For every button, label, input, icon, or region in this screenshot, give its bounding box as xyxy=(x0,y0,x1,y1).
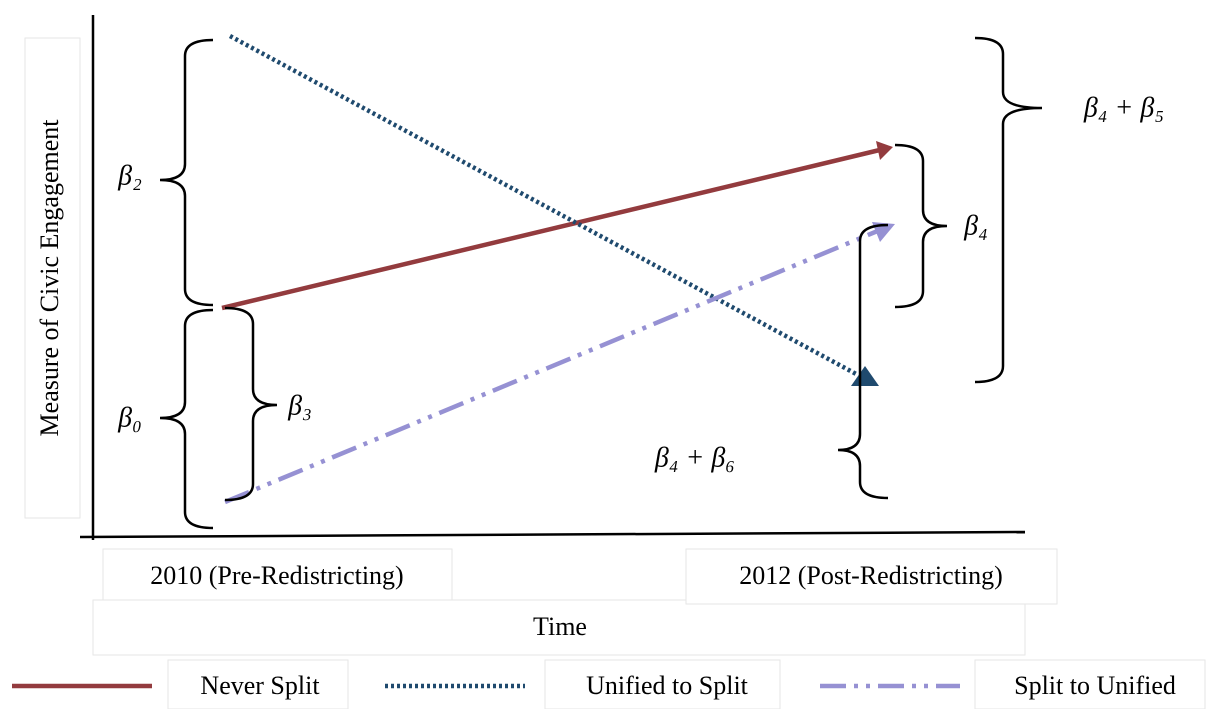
x-label: 2012 (Post-Redistricting) xyxy=(739,561,1003,590)
brace-label: β₂ xyxy=(117,160,142,191)
x-title: Time xyxy=(533,612,587,641)
legend-label: Never Split xyxy=(200,671,320,700)
brace-label: β₄ + β₅ xyxy=(1083,92,1164,123)
x-label: 2010 (Pre-Redistricting) xyxy=(150,561,403,590)
y-axis-label: Measure of Civic Engagement xyxy=(35,119,64,437)
arrowhead xyxy=(872,222,895,242)
split-to-unified-line xyxy=(224,227,881,505)
x-label-box xyxy=(685,548,1058,605)
legend-label: Unified to Split xyxy=(586,671,749,700)
brace-label: β₄ xyxy=(963,210,988,241)
x-title-box xyxy=(92,599,1026,656)
x-axis xyxy=(79,530,1026,539)
legend-box xyxy=(167,659,349,709)
brace-label: β₀ xyxy=(117,402,142,433)
legend-box xyxy=(974,659,1206,709)
legend-box xyxy=(544,659,781,709)
never-split-line xyxy=(221,145,890,311)
brace xyxy=(159,308,214,530)
arrowhead xyxy=(851,366,879,386)
brace xyxy=(837,223,889,500)
brace xyxy=(894,143,948,309)
brace-label: β₄ + β₆ xyxy=(654,442,735,473)
y-label-box xyxy=(24,37,81,519)
brace xyxy=(224,306,278,502)
unified-to-split-line xyxy=(228,34,860,377)
brace xyxy=(159,38,214,307)
x-label-box xyxy=(102,548,453,601)
arrowhead xyxy=(876,141,893,160)
legend-label: Split to Unified xyxy=(1014,671,1176,700)
brace-label: β₃ xyxy=(287,390,312,421)
brace xyxy=(974,36,1043,384)
